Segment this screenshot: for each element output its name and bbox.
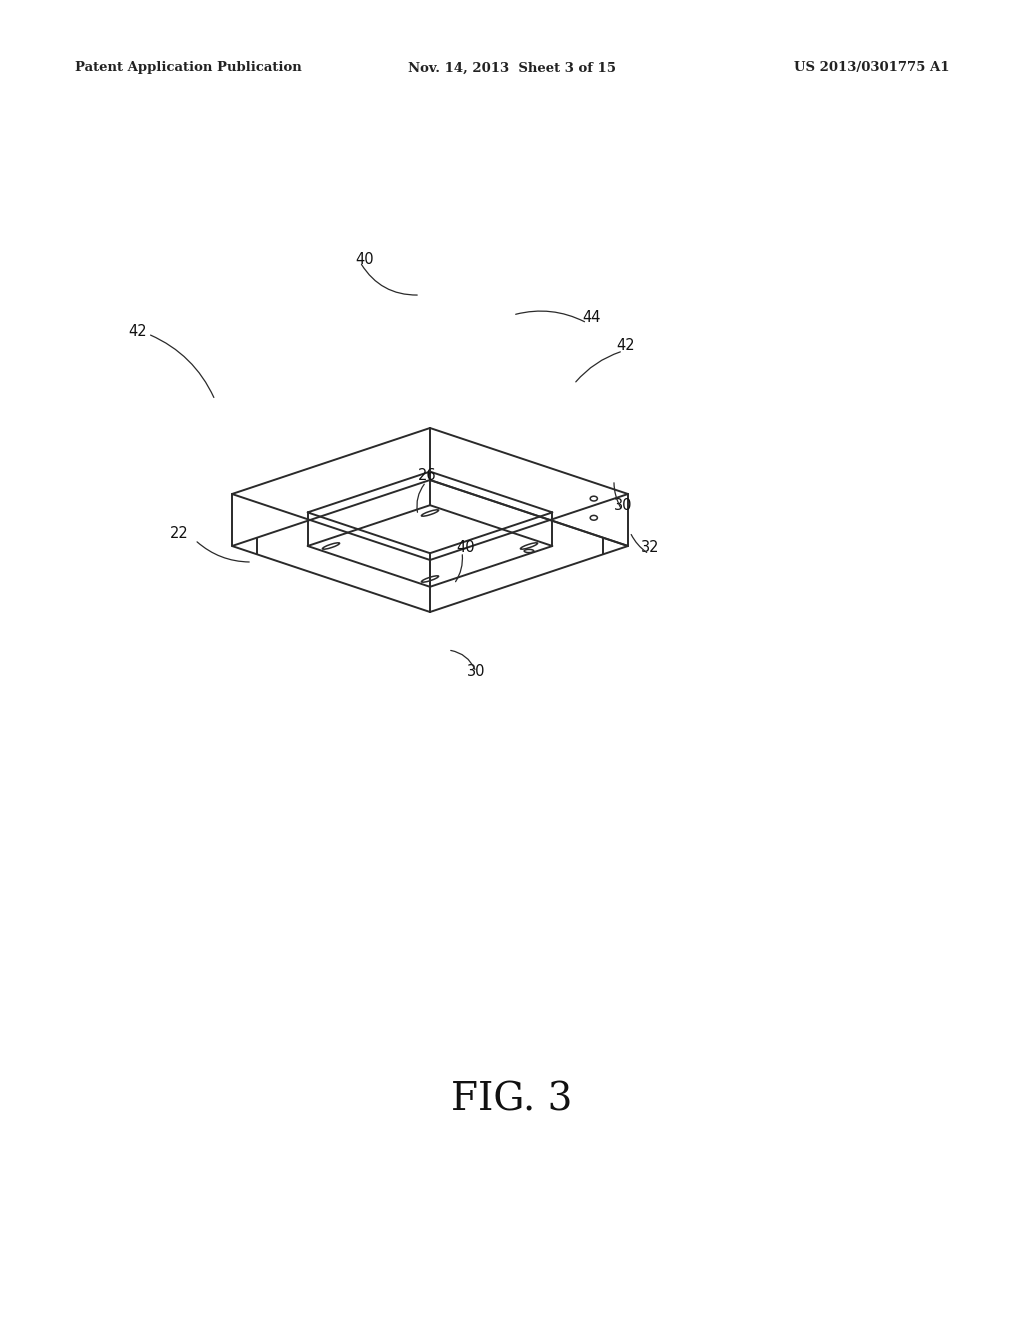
Text: 44: 44: [582, 310, 600, 326]
Text: 42: 42: [128, 325, 146, 339]
Text: 40: 40: [355, 252, 374, 268]
Text: 30: 30: [614, 499, 633, 513]
Text: Nov. 14, 2013  Sheet 3 of 15: Nov. 14, 2013 Sheet 3 of 15: [408, 62, 616, 74]
Text: 30: 30: [467, 664, 485, 680]
Text: Patent Application Publication: Patent Application Publication: [75, 62, 302, 74]
Text: 26: 26: [418, 469, 436, 483]
Text: 22: 22: [170, 527, 188, 541]
Text: 40: 40: [456, 540, 475, 556]
Text: 32: 32: [641, 540, 659, 556]
Text: US 2013/0301775 A1: US 2013/0301775 A1: [795, 62, 950, 74]
Text: FIG. 3: FIG. 3: [452, 1081, 572, 1118]
Text: 42: 42: [616, 338, 635, 354]
